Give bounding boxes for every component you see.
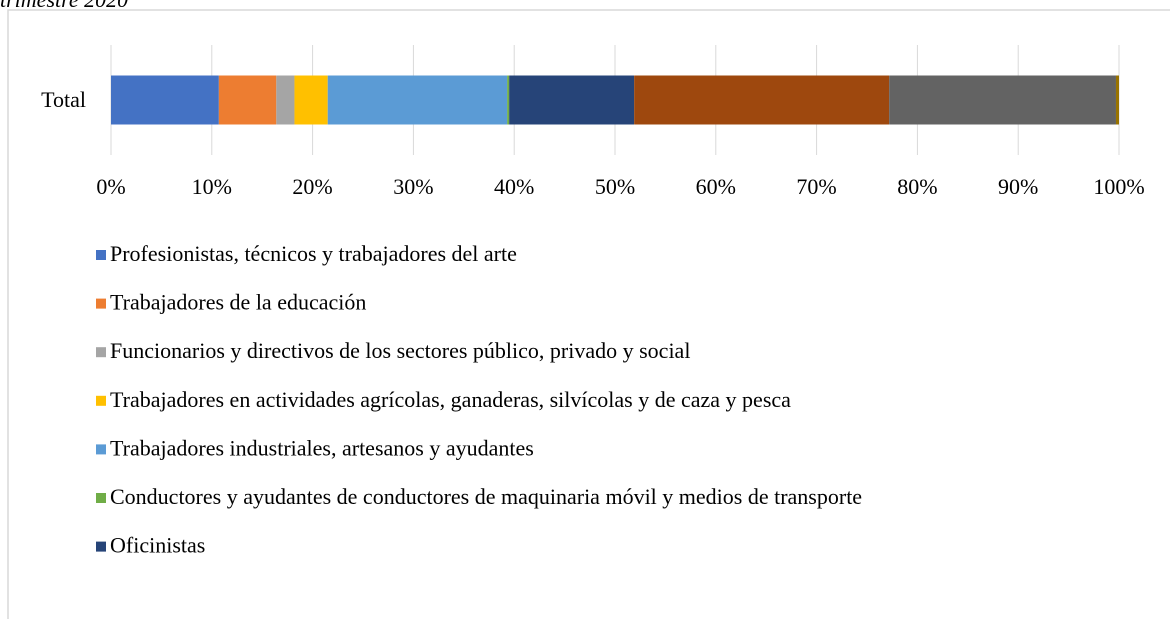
x-tick-label: 100% <box>1093 174 1144 199</box>
y-tick-label: Total <box>41 87 86 112</box>
legend-label: Trabajadores en actividades agrícolas, g… <box>110 387 791 412</box>
legend-swatch <box>96 298 106 309</box>
x-tick-label: 0% <box>96 174 125 199</box>
bar-segment <box>218 75 277 125</box>
x-tick-label: 80% <box>897 174 937 199</box>
legend-label: Trabajadores de la educación <box>110 290 366 315</box>
legend-swatch <box>96 541 106 552</box>
legend-label: Profesionistas, técnicos y trabajadores … <box>110 241 517 266</box>
x-tick-label: 70% <box>796 174 836 199</box>
caption: trimestre 2020 <box>0 0 128 12</box>
x-tick-label: 10% <box>192 174 232 199</box>
bar-segment <box>509 75 635 125</box>
bar-segment <box>327 75 508 125</box>
legend-swatch <box>96 444 106 455</box>
bar-segment <box>111 75 219 125</box>
x-tick-label: 40% <box>494 174 534 199</box>
x-tick-label: 60% <box>696 174 736 199</box>
legend-swatch <box>96 250 106 260</box>
bar-segment <box>1115 75 1119 125</box>
legend-swatch <box>96 395 106 406</box>
legend-swatch <box>96 493 106 503</box>
x-tick-label: 20% <box>292 174 332 199</box>
legend-label: Conductores y ayudantes de conductores d… <box>110 484 862 509</box>
x-tick-label: 50% <box>595 174 635 199</box>
bar-segment <box>889 75 1116 125</box>
x-tick-label: 30% <box>393 174 433 199</box>
legend-label: Funcionarios y directivos de los sectore… <box>110 338 690 363</box>
bar-segment <box>634 75 890 125</box>
legend-label: Trabajadores industriales, artesanos y a… <box>110 435 534 460</box>
bar-segment <box>276 75 295 125</box>
legend-swatch <box>96 347 106 358</box>
legend-label: Oficinistas <box>110 533 205 558</box>
bar-segment <box>507 75 510 125</box>
x-tick-label: 90% <box>998 174 1038 199</box>
bar-segment <box>294 75 328 125</box>
chart-border <box>7 9 1170 619</box>
